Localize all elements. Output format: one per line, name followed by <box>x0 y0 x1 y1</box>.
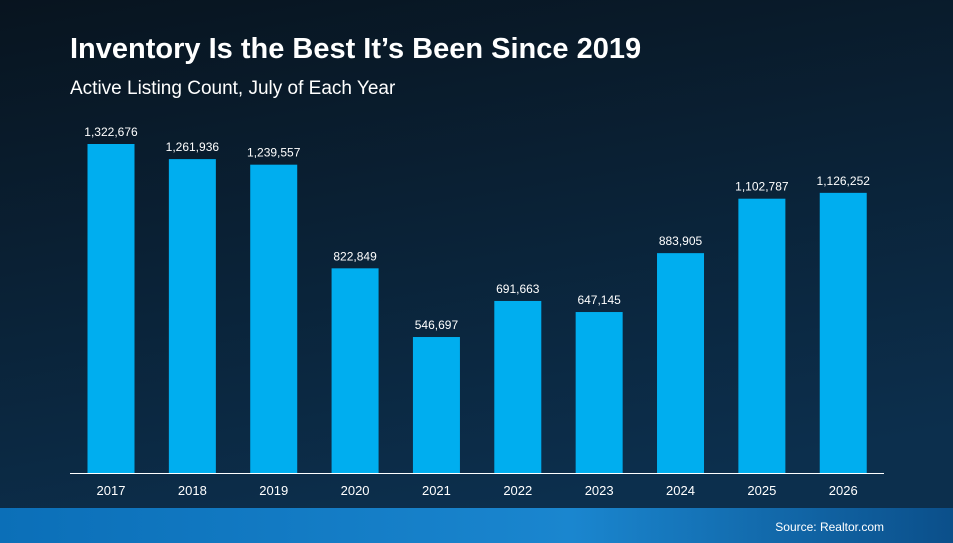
bar <box>331 268 379 473</box>
value-label: 1,322,676 <box>84 125 138 139</box>
x-tick-label: 2023 <box>585 483 614 498</box>
x-tick-label: 2025 <box>747 483 776 498</box>
x-tick-label: 2018 <box>178 483 207 498</box>
bar <box>168 159 216 474</box>
x-tick-label: 2020 <box>341 483 370 498</box>
x-tick-label: 2022 <box>503 483 532 498</box>
bar <box>738 198 786 473</box>
x-tick-label: 2026 <box>829 483 858 498</box>
value-label: 1,102,787 <box>735 180 789 194</box>
x-tick-label: 2021 <box>422 483 451 498</box>
bar <box>250 164 298 473</box>
bar <box>87 144 135 473</box>
bar <box>494 300 542 473</box>
bar <box>412 337 460 473</box>
value-label: 691,663 <box>496 282 540 296</box>
bar <box>657 253 705 473</box>
value-label: 883,905 <box>659 234 703 248</box>
value-label: 546,697 <box>415 318 459 332</box>
chart-title: Inventory Is the Best It’s Been Since 20… <box>70 33 641 65</box>
value-label: 1,261,936 <box>166 140 220 154</box>
value-label: 822,849 <box>333 249 377 263</box>
value-label: 1,126,252 <box>817 174 871 188</box>
value-label: 647,145 <box>577 293 621 307</box>
x-tick-label: 2017 <box>97 483 126 498</box>
source-note: Source: Realtor.com <box>775 520 884 534</box>
value-label: 1,239,557 <box>247 146 301 160</box>
chart-subtitle: Active Listing Count, July of Each Year <box>70 78 396 99</box>
bar <box>819 192 867 473</box>
x-tick-label: 2019 <box>259 483 288 498</box>
footer-band <box>0 508 953 543</box>
bar <box>575 312 623 473</box>
x-tick-label: 2024 <box>666 483 695 498</box>
